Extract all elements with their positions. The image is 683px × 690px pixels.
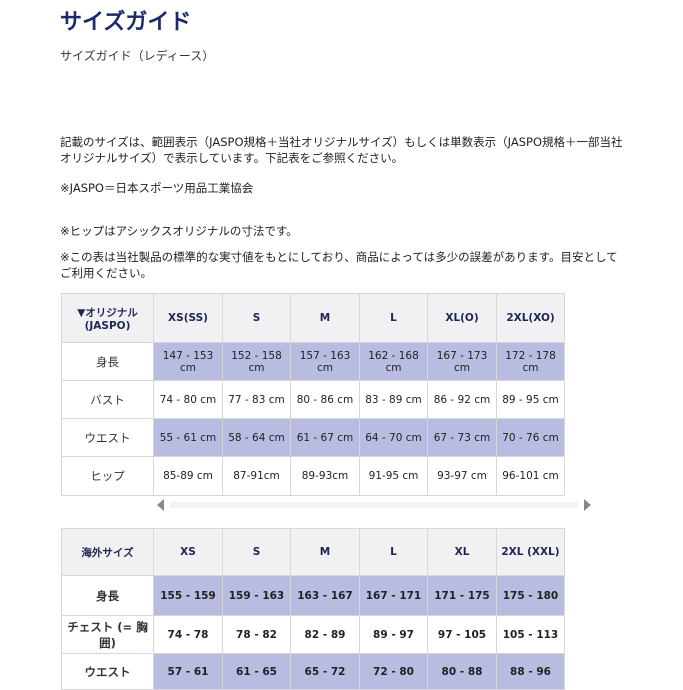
value-cell: 93-97 cm [427, 456, 497, 496]
table-row: ウエスト 57 - 61 61 - 65 65 - 72 72 - 80 80 - 88 8… [61, 653, 565, 690]
value-cell: 86 - 92 cm [427, 380, 497, 419]
note-line: ※JASPO＝日本スポーツ用品工業協会 [60, 181, 254, 195]
header-cell: M [290, 293, 360, 343]
value-cell: 96-101 cm [496, 456, 565, 496]
value-cell: 78 - 82 [222, 615, 291, 654]
value-cell: 162 - 168 cm [359, 342, 428, 381]
value-cell: 159 - 163 [222, 575, 291, 616]
value-cell: 171 - 175 [427, 575, 497, 616]
header-cell: L [359, 293, 428, 343]
header-cell: S [222, 293, 291, 343]
value-cell: 61 - 65 [222, 653, 291, 690]
header-cell: XS [153, 528, 223, 576]
value-cell: 64 - 70 cm [359, 418, 428, 457]
row-label: 身長 [61, 575, 154, 616]
row-label: 身長 [61, 342, 154, 381]
note-line: ご利用ください。 [60, 266, 152, 280]
header-cell: XL(O) [427, 293, 497, 343]
value-cell: 58 - 64 cm [222, 418, 291, 457]
value-cell: 70 - 76 cm [496, 418, 565, 457]
scroll-left[interactable] [157, 499, 164, 511]
value-cell: 152 - 158 cm [222, 342, 291, 381]
value-cell: 88 - 96 [496, 653, 565, 690]
header-cell: XL [427, 528, 497, 576]
value-cell: 77 - 83 cm [222, 380, 291, 419]
size-table: ▼オリジナル (JASPO) XS(SS) S M L XL(O) 2XL(XO) 身長 147… [61, 293, 565, 496]
table-row: バスト 74 - 80 cm 77 - 83 cm 80 - 86 cm 83 - 89… [61, 380, 565, 419]
value-cell: 89 - 95 cm [496, 380, 565, 419]
header-cell: ▼オリジナル (JASPO) [61, 293, 154, 343]
value-cell: 175 - 180 [496, 575, 565, 616]
note-line: ※ヒップはアシックスオリジナルの寸法です。 [60, 224, 298, 238]
value-cell: 163 - 167 [290, 575, 360, 616]
value-cell: 67 - 73 cm [427, 418, 497, 457]
value-cell: 87-91cm [222, 456, 291, 496]
table-row: チェスト (= 胸囲) 74 - 78 78 - 82 82 - 89 89 - 97 9… [61, 615, 565, 654]
header-cell: 海外サイズ [61, 528, 154, 576]
value-cell: 65 - 72 [290, 653, 360, 690]
value-cell: 74 - 80 cm [153, 380, 223, 419]
scroll-right[interactable] [584, 499, 591, 511]
header-row: ▼オリジナル (JASPO) XS(SS) S M L XL(O) 2XL(XO) [61, 293, 565, 343]
value-cell: 157 - 163 cm [290, 342, 360, 381]
title: サイズガイド [60, 10, 192, 35]
table-row: ウエスト 55 - 61 cm 58 - 64 cm 61 - 67 cm 64 - 7… [61, 418, 565, 457]
row-label: ウエスト [61, 418, 154, 457]
row-label: ウエスト [61, 653, 154, 690]
value-cell: 55 - 61 cm [153, 418, 223, 457]
value-cell: 155 - 159 [153, 575, 223, 616]
row-label: ヒップ [61, 456, 154, 496]
value-cell: 74 - 78 [153, 615, 223, 654]
value-cell: 167 - 173 cm [427, 342, 497, 381]
value-cell: 80 - 88 [427, 653, 497, 690]
value-cell: 147 - 153 cm [153, 342, 223, 381]
header-cell: M [290, 528, 360, 576]
note-line: 記載のサイズは、範囲表示（JASPO規格＋当社オリジナルサイズ）もしくは単数表示… [60, 135, 623, 149]
value-cell: 85-89 cm [153, 456, 223, 496]
value-cell: 97 - 105 [427, 615, 497, 654]
scrollbar[interactable] [150, 496, 600, 514]
value-cell: 105 - 113 [496, 615, 565, 654]
subtitle: サイズガイド（レディース） [60, 49, 215, 63]
note-line: オリジナルサイズ）で表示しています。下記表をご参照ください。 [60, 151, 404, 165]
scroll-track [170, 502, 578, 508]
value-cell: 72 - 80 [359, 653, 428, 690]
header-cell: 2XL (XXL) [496, 528, 565, 576]
header-row: 海外サイズ XS S M L XL 2XL (XXL) [61, 528, 565, 576]
value-cell: 89 - 97 [359, 615, 428, 654]
value-cell: 82 - 89 [290, 615, 360, 654]
value-cell: 61 - 67 cm [290, 418, 360, 457]
value-cell: 83 - 89 cm [359, 380, 428, 419]
value-cell: 80 - 86 cm [290, 380, 360, 419]
note-line: ※この表は当社製品の標準的な実寸値をもとにしており、商品によっては多少の誤差があ… [60, 250, 618, 264]
table-row: ヒップ 85-89 cm 87-91cm 89-93cm 91-95 cm 93-97 c… [61, 456, 565, 496]
header-cell: XS(SS) [153, 293, 223, 343]
size-table: 海外サイズ XS S M L XL 2XL (XXL) 身長 155 - 159 159 - 16… [61, 528, 565, 690]
row-label: チェスト (= 胸囲) [61, 615, 154, 654]
table-row: 身長 155 - 159 159 - 163 163 - 167 167 - 171 17… [61, 575, 565, 616]
value-cell: 57 - 61 [153, 653, 223, 690]
header-cell: S [222, 528, 291, 576]
table-row: 身長 147 - 153 cm 152 - 158 cm 157 - 163 cm 16… [61, 342, 565, 381]
value-cell: 172 - 178 cm [496, 342, 565, 381]
value-cell: 91-95 cm [359, 456, 428, 496]
value-cell: 167 - 171 [359, 575, 428, 616]
header-cell: 2XL(XO) [496, 293, 565, 343]
row-label: バスト [61, 380, 154, 419]
header-cell: L [359, 528, 428, 576]
value-cell: 89-93cm [290, 456, 360, 496]
